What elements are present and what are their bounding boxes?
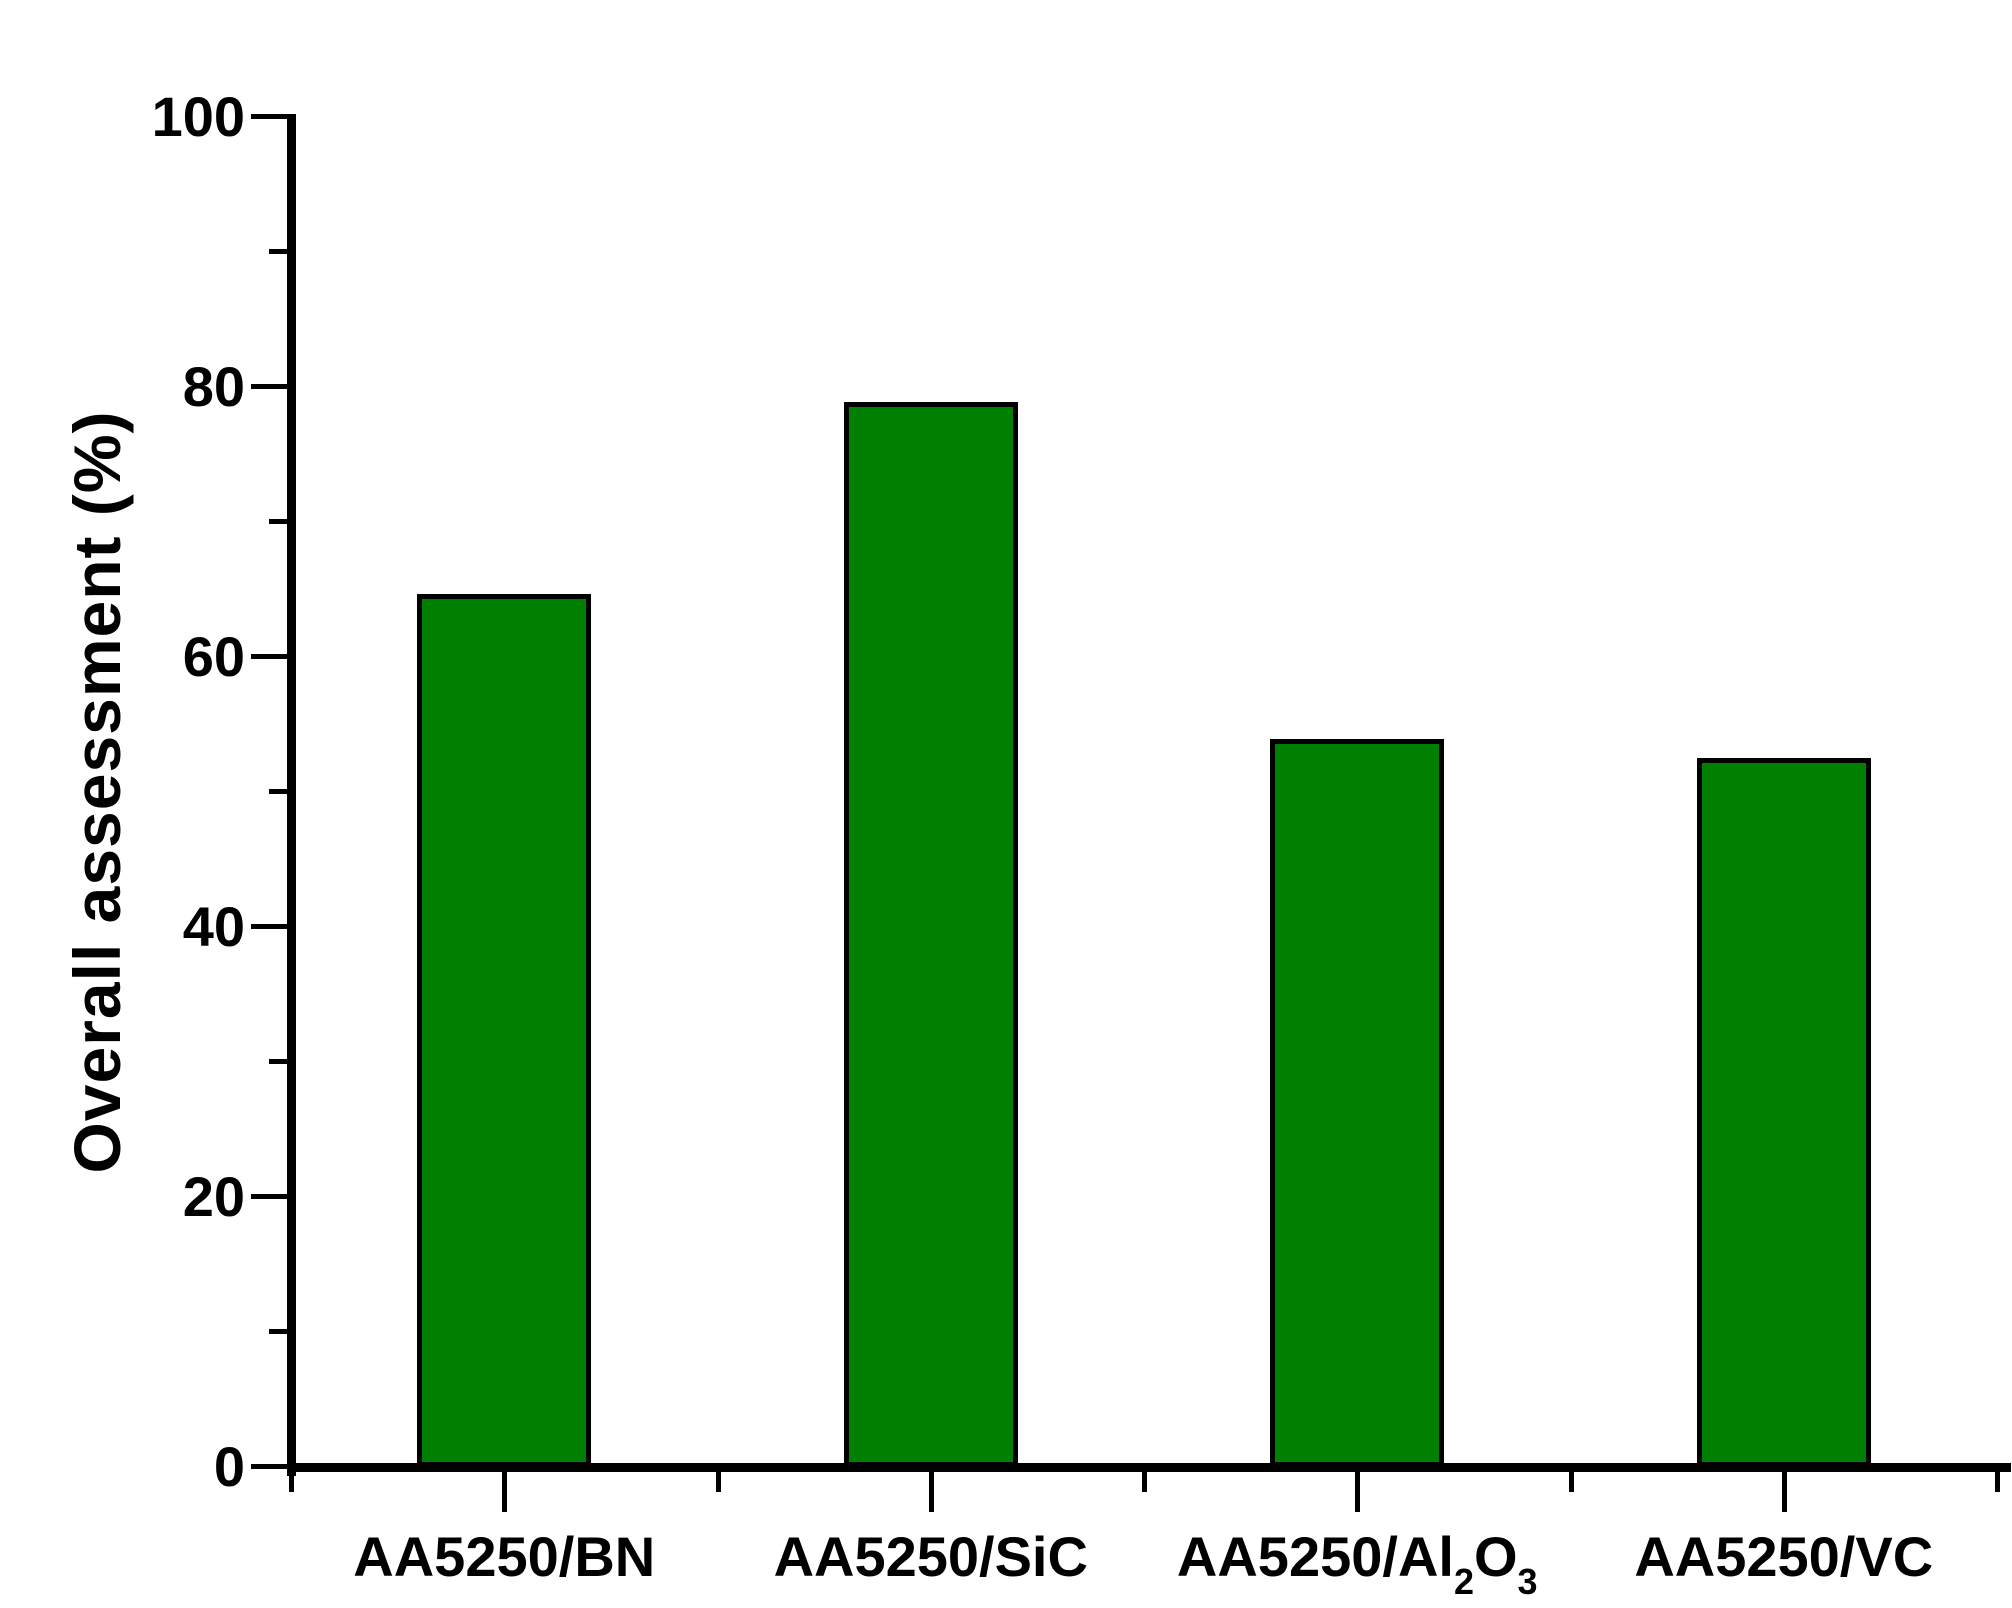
x-center-tick: [928, 1472, 934, 1512]
y-major-tick: [251, 114, 287, 119]
x-category-label: AA5250/Al2O3: [1077, 1525, 1637, 1608]
x-center-tick: [1781, 1472, 1787, 1512]
x-label-subscript: 2: [1453, 1561, 1474, 1602]
y-major-tick: [251, 924, 287, 929]
y-axis-title: Overall assessment (%): [60, 410, 134, 1174]
x-label-subscript: 3: [1517, 1561, 1538, 1602]
y-major-tick: [251, 654, 287, 659]
x-center-tick: [502, 1472, 508, 1512]
y-minor-tick: [269, 249, 287, 254]
x-label-text: O: [1473, 1525, 1518, 1588]
bar: [843, 401, 1018, 1467]
x-boundary-tick: [1995, 1472, 2000, 1492]
x-boundary-tick: [1142, 1472, 1147, 1492]
x-boundary-tick: [715, 1472, 721, 1492]
y-tick-label: 60: [182, 625, 245, 688]
y-tick-label: 100: [151, 85, 245, 148]
y-tick-label: 0: [213, 1435, 245, 1498]
y-minor-tick: [269, 789, 287, 794]
bar: [1696, 758, 1871, 1467]
bar: [417, 593, 592, 1467]
y-minor-tick: [269, 519, 287, 524]
y-major-tick: [251, 384, 287, 389]
y-tick-label: 20: [182, 1165, 245, 1228]
x-label-text: AA5250/Al: [1176, 1525, 1454, 1588]
y-tick-label: 80: [182, 355, 245, 418]
x-category-label: AA5250/BN: [224, 1525, 784, 1589]
x-label-text: AA5250/BN: [353, 1525, 656, 1588]
x-label-text: AA5250/VC: [1634, 1525, 1934, 1588]
x-axis-line: [287, 1463, 2011, 1472]
x-category-label: AA5250/SiC: [651, 1525, 1211, 1589]
x-center-tick: [1355, 1472, 1361, 1512]
x-category-label: AA5250/VC: [1504, 1525, 2012, 1589]
y-major-tick: [251, 1464, 287, 1469]
y-axis-line: [287, 114, 296, 1476]
x-label-text: AA5250/SiC: [773, 1525, 1088, 1588]
y-major-tick: [251, 1194, 287, 1199]
y-minor-tick: [269, 1329, 287, 1334]
x-boundary-tick: [289, 1472, 294, 1492]
y-tick-label: 40: [182, 895, 245, 958]
bar: [1270, 739, 1445, 1467]
x-boundary-tick: [1568, 1472, 1574, 1492]
y-minor-tick: [269, 1059, 287, 1064]
